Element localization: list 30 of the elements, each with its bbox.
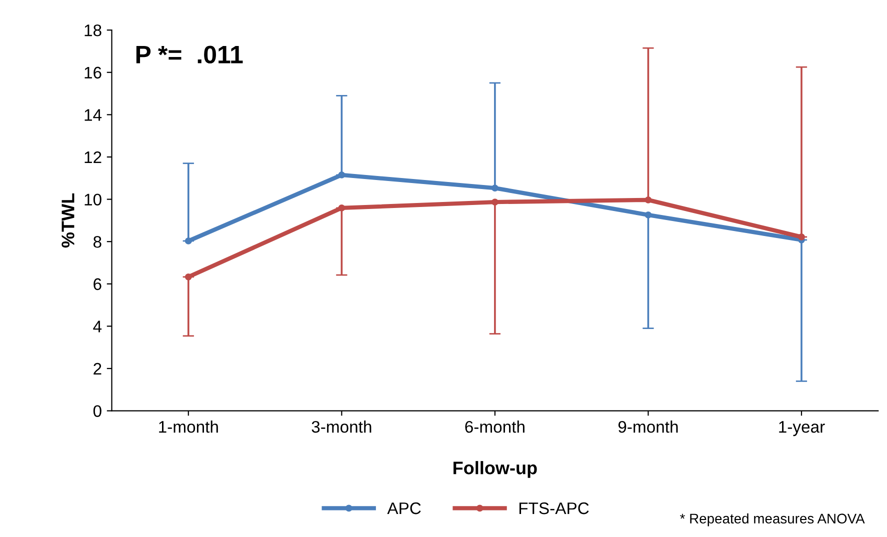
x-tick-label: 1-year: [779, 421, 825, 436]
y-axis-title: %TWL: [62, 193, 74, 248]
y-tick-label: 8: [93, 236, 102, 248]
legend-label: FTS-APC: [519, 502, 589, 514]
x-axis-title: Follow-up: [454, 461, 537, 478]
y-tick-label: 0: [93, 405, 102, 418]
point: [644, 211, 652, 218]
legend-label: APC: [387, 502, 421, 514]
point: [338, 204, 346, 212]
point: [184, 273, 192, 280]
point: [491, 198, 498, 206]
point: [798, 233, 805, 240]
y-tick-label: 14: [84, 109, 102, 121]
text: * Repeated measures ANOVA: [680, 513, 865, 526]
x-tick-label: 6-month: [465, 420, 524, 433]
y-tick-label: 4: [93, 320, 102, 332]
y-tick-label: 2: [94, 362, 102, 375]
annotation: P *= .011: [136, 46, 243, 64]
x-tick-label: 9-month: [618, 420, 678, 433]
y-tick-label: 16: [84, 66, 102, 79]
x-tick-label: 1-month: [159, 420, 218, 433]
y-tick-label: 10: [84, 194, 102, 206]
y-tick-label: 6: [94, 278, 102, 290]
point: [491, 184, 498, 192]
point: [338, 171, 346, 178]
point: [184, 237, 192, 244]
y-tick-label: 12: [84, 151, 102, 164]
y-tick-label: 18: [84, 24, 102, 36]
x-tick-label: 3-month: [312, 420, 372, 433]
point: [644, 196, 652, 204]
